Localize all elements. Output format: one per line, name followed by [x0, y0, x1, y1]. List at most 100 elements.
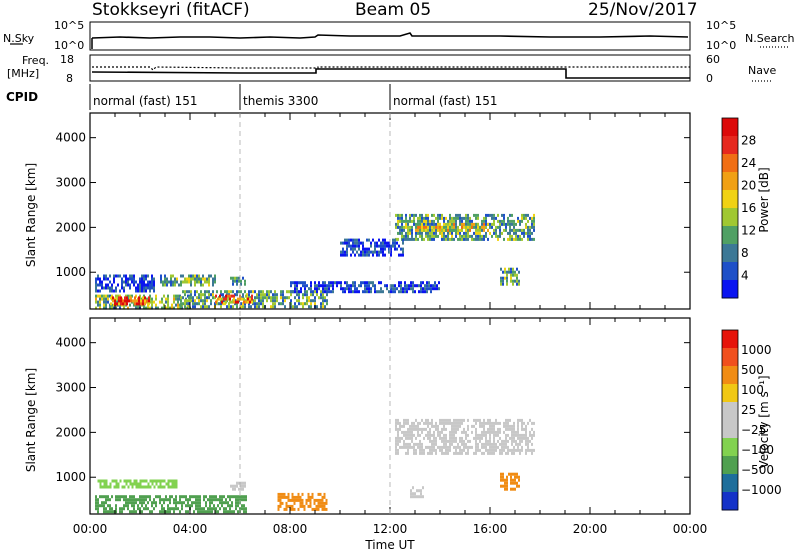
x-tick-label: 12:00	[373, 522, 408, 536]
heatmap-cell	[397, 427, 399, 431]
heatmap-cell	[401, 231, 403, 235]
heatmap-cell	[439, 445, 441, 449]
heatmap-cell	[410, 492, 412, 496]
heatmap-cell	[420, 284, 422, 288]
heatmap-cell	[237, 504, 239, 508]
heatmap-cell	[409, 445, 411, 449]
heatmap-cell	[453, 216, 455, 220]
heatmap-cell	[457, 225, 459, 229]
heatmap-cell	[321, 498, 324, 502]
heatmap-cell	[129, 277, 131, 281]
heatmap-cell	[310, 299, 312, 303]
heatmap-cell	[441, 237, 443, 241]
heatmap-cell	[342, 290, 344, 294]
heatmap-cell	[368, 284, 370, 288]
heatmap-cell	[203, 510, 205, 514]
heatmap-cell	[99, 479, 102, 483]
heatmap-cell	[420, 492, 422, 496]
heatmap-cell	[95, 280, 97, 284]
heatmap-cell	[123, 289, 125, 293]
heatmap-cell	[105, 507, 107, 511]
heatmap-cell	[419, 213, 421, 217]
colorbar-swatch	[722, 492, 738, 511]
heatmap-cell	[417, 445, 419, 449]
heatmap-cell	[457, 424, 459, 428]
heatmap-cell	[186, 302, 188, 306]
heatmap-cell	[517, 433, 519, 437]
heatmap-cell	[449, 213, 451, 217]
heatmap-cell	[307, 492, 310, 496]
heatmap-cell	[312, 293, 314, 297]
heatmap-cell	[399, 219, 401, 223]
heatmap-cell	[493, 427, 495, 431]
heatmap-cell	[509, 427, 511, 431]
heatmap-cell	[354, 287, 356, 291]
heatmap-cell	[171, 303, 173, 307]
heatmap-cell	[477, 448, 479, 452]
heatmap-cell	[230, 276, 232, 280]
heatmap-cell	[322, 284, 324, 288]
heatmap-cell	[397, 216, 399, 220]
heatmap-cell	[521, 436, 523, 440]
heatmap-cell	[409, 219, 411, 223]
heatmap-cell	[161, 485, 164, 489]
heatmap-cell	[145, 504, 147, 508]
heatmap-cell	[465, 225, 467, 229]
heatmap-cell	[525, 439, 527, 443]
heatmap-cell	[469, 439, 471, 443]
heatmap-cell	[459, 439, 461, 443]
heatmap-cell	[149, 485, 152, 489]
heatmap-cell	[167, 294, 169, 298]
heatmap-cell	[324, 296, 326, 300]
heatmap-cell	[521, 427, 523, 431]
heatmap-cell	[266, 290, 268, 294]
heatmap-cell	[260, 302, 262, 306]
heatmap-cell	[517, 445, 519, 449]
heatmap-cell	[417, 219, 419, 223]
heatmap-cell	[306, 299, 308, 303]
heatmap-cell	[408, 287, 410, 291]
heatmap-cell	[200, 283, 202, 287]
heatmap-cell	[289, 498, 292, 502]
heatmap-cell	[149, 283, 151, 287]
heatmap-cell	[272, 296, 274, 300]
heatmap-cell	[101, 294, 103, 298]
heatmap-cell	[124, 302, 126, 306]
heatmap-cell	[129, 294, 131, 298]
heatmap-cell	[120, 302, 122, 306]
heatmap-cell	[240, 305, 242, 309]
heatmap-cell	[99, 306, 101, 310]
heatmap-cell	[511, 439, 513, 443]
heatmap-cell	[502, 478, 504, 482]
heatmap-cell	[161, 507, 163, 511]
heatmap-cell	[418, 489, 420, 493]
heatmap-cell	[531, 225, 533, 229]
x-tick-label: 20:00	[573, 522, 608, 536]
heatmap-cell	[435, 436, 437, 440]
heatmap-cell	[220, 290, 222, 294]
heatmap-cell	[481, 430, 483, 434]
heatmap-cell	[533, 216, 535, 220]
heatmap-cell	[415, 442, 417, 446]
heatmap-cell	[529, 439, 531, 443]
heatmap-cell	[145, 289, 147, 293]
heatmap-cell	[461, 442, 463, 446]
heatmap-cell	[469, 225, 471, 229]
heatmap-cell	[443, 234, 445, 238]
heatmap-cell	[103, 479, 106, 483]
heatmap-cell	[445, 445, 447, 449]
heatmap-cell	[133, 495, 135, 499]
heatmap-cell	[453, 436, 455, 440]
heatmap-cell	[401, 424, 403, 428]
heatmap-cell	[407, 436, 409, 440]
heatmap-cell	[531, 222, 533, 226]
heatmap-cell	[177, 501, 179, 505]
heatmap-cell	[115, 482, 118, 486]
heatmap-cell	[189, 504, 191, 508]
heatmap-cell	[262, 299, 264, 303]
heatmap-cell	[203, 507, 205, 511]
cpid-segments: normal (fast) 151 themis 3300 normal (fast…	[89, 84, 497, 110]
heatmap-cell	[290, 305, 292, 309]
heatmap-cell	[483, 237, 485, 241]
